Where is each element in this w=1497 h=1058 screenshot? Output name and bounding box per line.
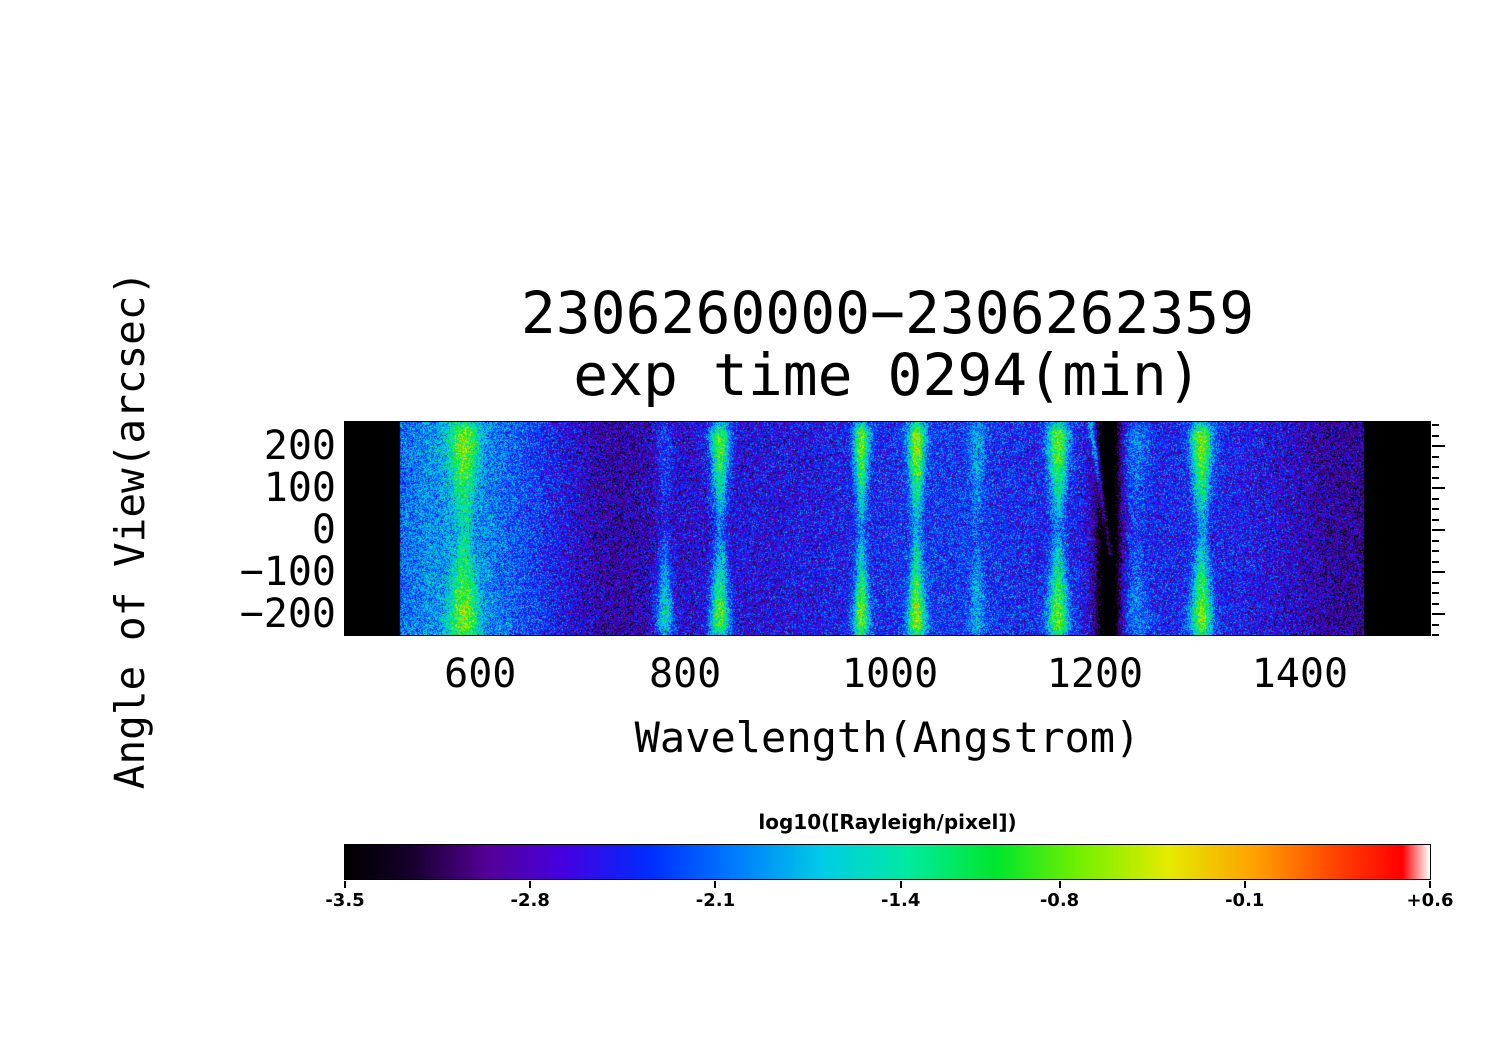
y-tick-label: −200 [239,591,336,638]
colorbar-tick-label: -3.5 [325,890,365,911]
y-axis-tick-mark [1432,581,1439,584]
plot-title-line1: 2306260000−2306262359 [520,279,1255,347]
colorbar-title: log10([Rayleigh/pixel]) [758,810,1017,834]
y-tick-label: 0 [311,507,336,554]
colorbar-gradient [344,844,1431,880]
y-axis-tick-mark [1432,634,1439,636]
colorbar-tick-label: -1.4 [881,890,921,911]
y-axis-tick-mark [1432,434,1439,437]
y-tick-label: 100 [263,465,336,512]
colorbar-tick-mark [1058,881,1061,888]
y-axis-tick-mark [1432,529,1445,532]
colorbar-tick-label: +0.6 [1406,890,1454,911]
y-axis-tick-mark [1432,497,1439,500]
y-axis-tick-mark [1432,550,1439,553]
y-axis-tick-mark [1432,445,1445,448]
x-tick-label: 1200 [1046,651,1144,697]
y-axis-tick-mark [1432,571,1445,574]
y-axis-tick-mark [1432,424,1439,427]
y-axis-tick-mark [1432,592,1439,595]
colorbar-tick-mark [344,881,346,888]
y-axis-tick-mark [1432,613,1445,616]
x-tick-label: 800 [649,651,722,697]
colorbar-tick-mark [1429,881,1431,888]
y-axis-tick-mark [1432,508,1439,511]
colorbar-tick-label: -0.1 [1225,890,1265,911]
plot-title-line2: exp time 0294(min) [573,341,1202,409]
x-tick-label: 600 [444,651,517,697]
spectrogram-heatmap [344,421,1431,636]
colorbar-tick-label: -0.8 [1039,890,1080,911]
y-axis-tick-mark [1432,518,1439,521]
y-axis-tick-mark [1432,539,1439,542]
y-axis-tick-mark [1432,466,1439,469]
colorbar-tick-mark [1243,881,1246,888]
colorbar-tick-mark [529,881,532,888]
colorbar-tick-label: -2.8 [510,890,550,911]
y-axis-tick-mark [1432,560,1439,563]
colorbar-tick-mark [899,881,902,888]
y-axis-tick-mark [1432,476,1439,479]
y-axis-tick-mark [1432,455,1439,458]
x-tick-label: 1400 [1251,651,1349,697]
x-tick-label: 1000 [841,651,939,697]
colorbar-tick-label: -2.1 [695,890,736,911]
y-axis-tick-mark [1432,487,1445,490]
y-tick-label: −100 [239,549,336,596]
x-axis-label: Wavelength(Angstrom) [634,713,1141,762]
y-axis-tick-mark [1432,623,1439,626]
colorbar-tick-mark [714,881,717,888]
y-tick-label: 200 [263,423,336,470]
y-axis-tick-mark [1432,602,1439,605]
